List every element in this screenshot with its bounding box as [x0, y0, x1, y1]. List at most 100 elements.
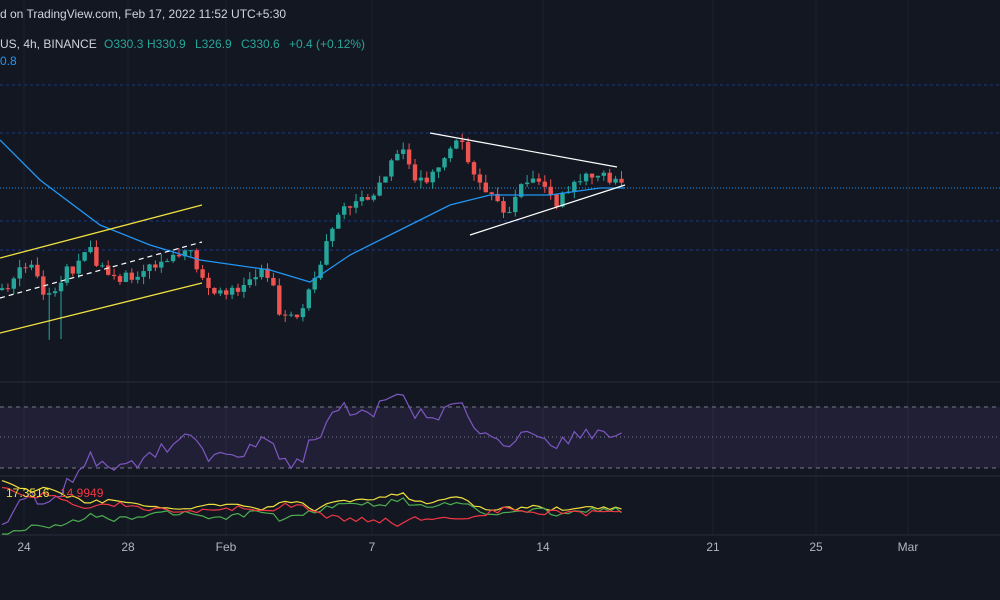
candle-body: [11, 278, 16, 289]
candle-body: [212, 287, 217, 294]
candle-body: [601, 172, 606, 176]
candle-body: [536, 178, 542, 182]
candle-body: [129, 272, 134, 280]
candle-body: [572, 181, 577, 192]
candle-body: [619, 178, 624, 183]
candle-body: [224, 290, 229, 295]
candle-body: [495, 193, 500, 202]
candle-body: [159, 261, 164, 268]
candle-body: [0, 288, 5, 290]
candle-body: [471, 162, 477, 175]
candle-body: [560, 192, 565, 207]
candle-body: [265, 268, 270, 278]
candle-body: [141, 271, 146, 277]
candle-body: [583, 173, 589, 182]
candle-body: [412, 164, 418, 181]
candle-body: [607, 172, 612, 183]
triangle-line: [429, 132, 618, 168]
candle-body: [200, 269, 205, 278]
candle-body: [542, 181, 547, 187]
candle-body: [436, 167, 441, 172]
time-label: 24: [17, 540, 31, 554]
grid: [0, 0, 1000, 535]
candle-body: [589, 173, 595, 178]
candle-body: [300, 308, 306, 318]
legend-close: C330.6: [241, 37, 280, 51]
candle-body: [218, 290, 223, 294]
candle-body: [353, 201, 359, 208]
triangle-line: [469, 184, 626, 236]
candle-body: [448, 148, 453, 159]
candle-body: [477, 174, 483, 183]
candle-body: [489, 192, 494, 194]
candle-body: [347, 206, 353, 208]
candle-body: [253, 277, 258, 280]
candle-body: [147, 264, 152, 272]
candle-body: [578, 181, 583, 183]
candle-body: [336, 214, 341, 229]
candle-body: [507, 212, 512, 214]
candle-body: [206, 277, 211, 288]
indicator-line: [1, 486, 622, 527]
legend-change: +0.4 (+0.12%): [289, 37, 365, 51]
candle-body: [389, 160, 394, 177]
indicator-value: 14.9949: [60, 486, 104, 500]
candle-body: [176, 254, 182, 257]
time-label: 25: [809, 540, 823, 554]
time-label: 28: [121, 540, 135, 554]
candle-body: [513, 196, 518, 213]
legend-high: H330.9: [147, 37, 186, 51]
candle-body: [501, 201, 506, 213]
legend-low: L326.9: [195, 37, 232, 51]
indicator-value: 17.3516: [6, 486, 50, 500]
candle-body: [465, 141, 471, 163]
candle-body: [170, 254, 176, 262]
legend-ma: 0.8: [0, 54, 17, 68]
candle-body: [106, 265, 111, 275]
candle-body: [58, 282, 64, 292]
candle-body: [401, 149, 406, 154]
candle-body: [383, 176, 388, 183]
time-label: 14: [536, 540, 550, 554]
candle-body: [288, 314, 294, 316]
candle-body: [259, 268, 264, 278]
candle-body: [294, 314, 300, 318]
candle-body: [318, 264, 323, 279]
legend-open: O330.3: [104, 37, 144, 51]
legend-symbol: US, 4h, BINANCE: [0, 37, 97, 51]
candle-body: [94, 247, 99, 266]
candle-body: [283, 314, 288, 316]
candle-body: [365, 197, 370, 200]
candle-body: [123, 272, 129, 282]
candle-body: [64, 266, 70, 283]
candle-body: [371, 195, 376, 200]
channel-line: [0, 204, 203, 259]
candle-body: [519, 184, 524, 197]
candle-body: [271, 277, 276, 286]
candle-body: [324, 241, 329, 265]
candle-body: [188, 250, 193, 252]
candle-body: [359, 197, 365, 202]
candle-body: [454, 140, 459, 149]
candle-body: [306, 289, 311, 309]
candle-body: [117, 276, 123, 282]
candle-body: [524, 182, 530, 185]
candle-body: [613, 178, 618, 183]
candle-body: [76, 260, 81, 274]
time-label: Feb: [216, 540, 237, 554]
candle-body: [35, 264, 40, 277]
time-label: 21: [706, 540, 720, 554]
candle-body: [548, 186, 553, 195]
candle-body: [247, 279, 252, 286]
indicator-line: [1, 480, 622, 512]
candle-body: [23, 267, 28, 269]
candle-body: [70, 266, 75, 274]
candle-body: [5, 288, 11, 290]
candle-body: [277, 285, 282, 315]
moving-average: [0, 139, 625, 283]
candle-body: [406, 149, 412, 165]
candle-body: [82, 252, 87, 261]
channel-mid: [0, 241, 203, 299]
